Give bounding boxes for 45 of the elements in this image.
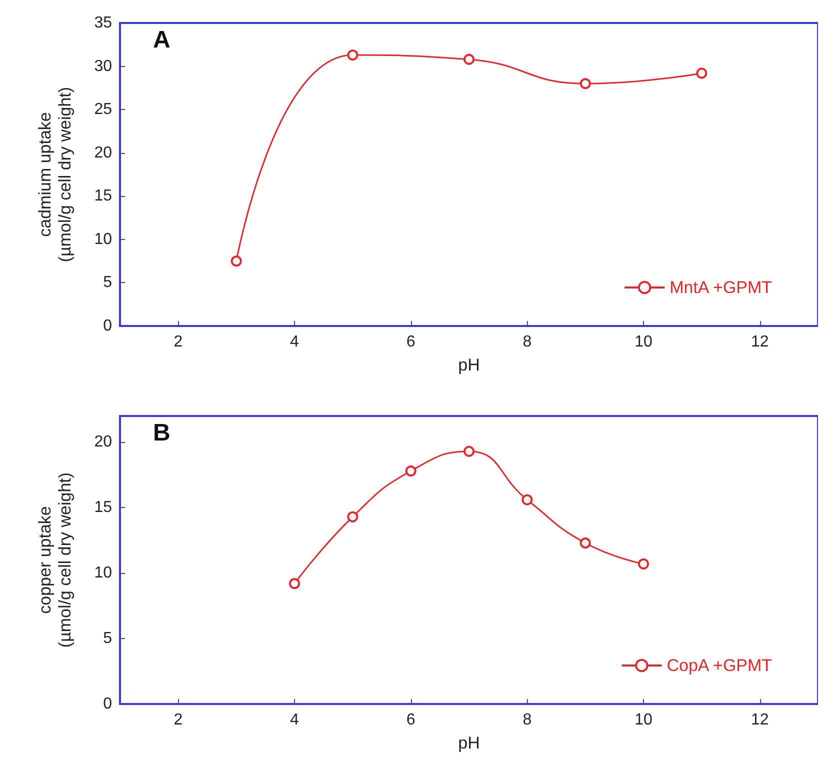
x-tick-label: 6 bbox=[406, 334, 416, 350]
y-tick-label: 15 bbox=[94, 188, 112, 205]
point bbox=[696, 68, 708, 79]
point bbox=[464, 446, 474, 457]
annotation: B bbox=[153, 420, 170, 446]
point bbox=[638, 558, 649, 570]
point bbox=[522, 494, 533, 506]
y-tick-label: 10 bbox=[94, 230, 112, 248]
point bbox=[405, 465, 416, 476]
x-tick-label: 2 bbox=[174, 712, 183, 728]
y-tick-label: 15 bbox=[94, 499, 112, 516]
x-tick-label: 12 bbox=[750, 712, 769, 728]
legend-label: CopA +GPMT bbox=[666, 656, 772, 675]
legend-label: MntA +GPMT bbox=[670, 278, 772, 297]
x-tick-label: 6 bbox=[406, 712, 416, 728]
x-tick-label: 12 bbox=[750, 334, 769, 350]
x-axis-title: pH bbox=[458, 733, 480, 752]
y-tick-label: 20 bbox=[94, 434, 112, 451]
x-tick-label: 8 bbox=[522, 712, 532, 728]
point bbox=[289, 578, 300, 590]
point bbox=[580, 537, 591, 548]
x-tick-label: 4 bbox=[290, 712, 300, 728]
y-tick-label: 20 bbox=[94, 144, 112, 162]
y-tick-label: 0 bbox=[103, 696, 112, 712]
x-tick-label: 2 bbox=[174, 334, 183, 350]
y-tick-label: 5 bbox=[103, 274, 112, 292]
annotation: A bbox=[153, 26, 170, 54]
point bbox=[230, 256, 242, 267]
point bbox=[347, 50, 358, 61]
y-tick-label: 35 bbox=[94, 14, 112, 32]
y-axis-title: copper uptake (µmol/g cell dry weight) bbox=[36, 472, 74, 648]
y-axis-title: cadmium uptake (µmol/g cell dry weight) bbox=[36, 86, 74, 262]
y-tick-label: 5 bbox=[103, 630, 112, 648]
x-axis-title: pH bbox=[458, 355, 480, 374]
x-tick-label: 10 bbox=[634, 334, 652, 350]
point bbox=[464, 54, 474, 65]
y-tick-label: 25 bbox=[94, 101, 112, 118]
x-tick-label: 10 bbox=[634, 712, 652, 728]
y-tick-label: 0 bbox=[103, 318, 112, 334]
x-tick-label: 8 bbox=[522, 334, 532, 350]
y-tick-label: 10 bbox=[94, 564, 112, 582]
x-tick-label: 4 bbox=[290, 334, 300, 350]
y-tick-label: 30 bbox=[94, 58, 112, 75]
point bbox=[580, 78, 591, 90]
point bbox=[347, 511, 358, 522]
